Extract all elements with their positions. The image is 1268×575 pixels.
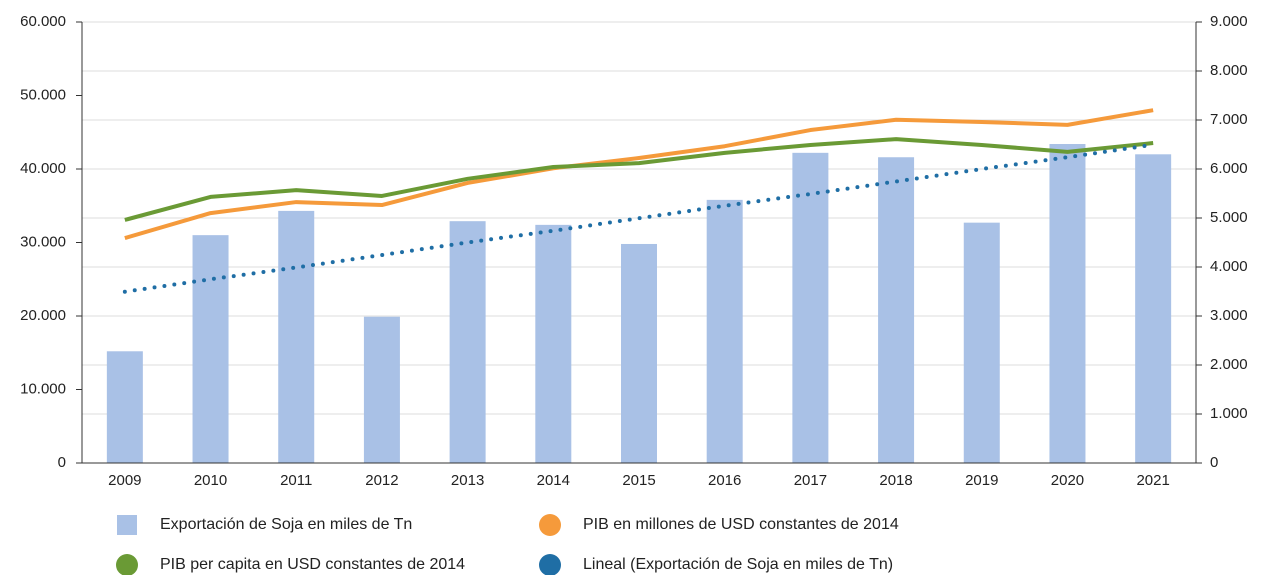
legend-label: PIB per capita en USD constantes de 2014 (160, 556, 465, 573)
line (124, 108, 1154, 241)
x-tick-label: 2021 (1136, 472, 1169, 489)
legend-swatch (117, 515, 137, 535)
bar (1049, 144, 1086, 463)
legend: Exportación de Soja en miles de Tn PIB en… (116, 514, 899, 575)
y-tick-label: 40.000 (20, 160, 66, 177)
bar (706, 199, 743, 463)
legend-label: Exportación de Soja en miles de Tn (160, 516, 412, 533)
legend-label: Lineal (Exportación de Soja en miles de … (583, 556, 893, 573)
y2-tick-label: 5.000 (1210, 209, 1248, 226)
y-tick-label: 10.000 (20, 380, 66, 397)
legend-swatch (539, 514, 561, 536)
y2-tick-label: 2.000 (1210, 356, 1248, 373)
bar (192, 235, 229, 463)
marks (106, 108, 1172, 464)
x-tick-label: 2019 (965, 472, 998, 489)
y-tick-label: 50.000 (20, 86, 66, 103)
x-tick-label: 2015 (622, 472, 655, 489)
y2-tick-label: 1.000 (1210, 405, 1248, 422)
bar (963, 222, 1000, 463)
y2-tick-label: 4.000 (1210, 258, 1248, 275)
labels: 0 10.000 20.000 30.000 40.000 50.000 60.000 0 1.… (20, 13, 1247, 489)
x-tick-label: 2020 (1051, 472, 1084, 489)
bar (792, 152, 829, 463)
x-tick-label: 2009 (108, 472, 141, 489)
y2-tick-label: 6.000 (1210, 160, 1248, 177)
y2-tick-label: 7.000 (1210, 111, 1248, 128)
legend-swatch (116, 554, 138, 575)
x-tick-label: 2012 (365, 472, 398, 489)
y-tick-label: 0 (58, 454, 66, 471)
x-tick-label: 2017 (794, 472, 827, 489)
y-tick-label: 60.000 (20, 13, 66, 30)
x-tick-label: 2016 (708, 472, 741, 489)
bar (449, 221, 486, 463)
bar (621, 243, 657, 463)
y2-tick-label: 0 (1210, 454, 1218, 471)
bar (1135, 154, 1172, 464)
y2-tick-label: 8.000 (1210, 62, 1248, 79)
legend-swatch (539, 554, 561, 575)
line (124, 137, 1154, 222)
x-tick-label: 2013 (451, 472, 484, 489)
y2-tick-label: 3.000 (1210, 307, 1248, 324)
y-tick-label: 20.000 (20, 307, 66, 324)
y-tick-label: 30.000 (20, 233, 66, 250)
x-tick-label: 2011 (280, 472, 312, 489)
bar (535, 224, 572, 463)
x-tick-label: 2014 (537, 472, 570, 489)
legend-label: PIB en millones de USD constantes de 201… (583, 516, 899, 533)
bar (278, 210, 315, 463)
x-tick-label: 2010 (194, 472, 227, 489)
line (122, 142, 1156, 294)
bar (878, 157, 915, 464)
bar (363, 316, 400, 463)
bar (106, 351, 143, 463)
x-tick-label: 2018 (879, 472, 912, 489)
y2-tick-label: 9.000 (1210, 13, 1248, 30)
